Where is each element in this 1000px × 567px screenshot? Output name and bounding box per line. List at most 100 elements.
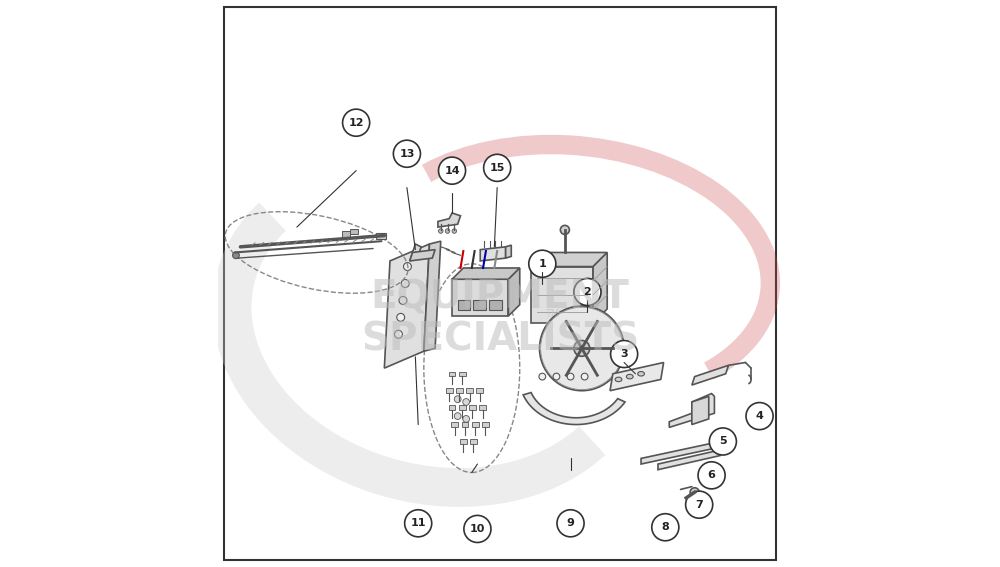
- Polygon shape: [456, 388, 463, 393]
- Polygon shape: [658, 450, 720, 469]
- Text: SPECIALISTS: SPECIALISTS: [361, 321, 639, 359]
- Text: 8: 8: [661, 522, 669, 532]
- Circle shape: [529, 250, 556, 277]
- Polygon shape: [641, 442, 720, 464]
- Polygon shape: [410, 244, 421, 261]
- Bar: [473, 300, 486, 310]
- Circle shape: [611, 341, 638, 367]
- Polygon shape: [449, 371, 455, 376]
- Polygon shape: [452, 268, 520, 280]
- Polygon shape: [692, 396, 709, 425]
- Circle shape: [581, 373, 588, 380]
- Circle shape: [464, 515, 491, 543]
- Circle shape: [557, 510, 584, 537]
- Text: 10: 10: [470, 524, 485, 534]
- Circle shape: [438, 229, 443, 233]
- Circle shape: [454, 413, 461, 420]
- Text: 5: 5: [719, 437, 727, 446]
- Polygon shape: [508, 268, 520, 316]
- Polygon shape: [482, 422, 489, 427]
- Bar: [342, 231, 350, 236]
- Circle shape: [567, 373, 574, 380]
- Polygon shape: [449, 405, 455, 410]
- Ellipse shape: [615, 377, 622, 382]
- Bar: [458, 300, 470, 310]
- Ellipse shape: [638, 371, 644, 376]
- Polygon shape: [531, 266, 593, 323]
- Bar: [489, 300, 502, 310]
- Circle shape: [401, 280, 409, 287]
- Text: 14: 14: [444, 166, 460, 176]
- Polygon shape: [472, 422, 479, 427]
- Circle shape: [574, 278, 601, 306]
- Polygon shape: [438, 213, 461, 227]
- Polygon shape: [593, 252, 607, 323]
- Text: 12: 12: [348, 118, 364, 128]
- Text: TM: TM: [545, 309, 560, 319]
- Text: 11: 11: [410, 518, 426, 528]
- Polygon shape: [451, 422, 458, 427]
- Polygon shape: [476, 388, 483, 393]
- Polygon shape: [462, 422, 468, 427]
- Circle shape: [709, 428, 736, 455]
- FancyBboxPatch shape: [224, 7, 776, 560]
- Polygon shape: [531, 252, 607, 266]
- Text: 9: 9: [567, 518, 574, 528]
- Polygon shape: [669, 393, 714, 428]
- Polygon shape: [446, 388, 453, 393]
- Polygon shape: [466, 388, 473, 393]
- Polygon shape: [452, 280, 508, 316]
- Text: 3: 3: [620, 349, 628, 359]
- Circle shape: [560, 226, 569, 234]
- Text: 2: 2: [584, 287, 591, 297]
- Circle shape: [463, 416, 470, 422]
- Circle shape: [438, 157, 466, 184]
- Bar: [376, 232, 386, 239]
- Circle shape: [233, 252, 239, 259]
- Circle shape: [399, 297, 407, 304]
- Circle shape: [394, 331, 402, 338]
- Circle shape: [452, 229, 457, 233]
- Circle shape: [397, 314, 405, 321]
- Circle shape: [746, 403, 773, 430]
- Circle shape: [539, 373, 546, 380]
- Circle shape: [686, 491, 713, 518]
- Polygon shape: [469, 405, 476, 410]
- Text: 13: 13: [399, 149, 415, 159]
- Text: 15: 15: [489, 163, 505, 173]
- Polygon shape: [506, 245, 511, 258]
- Circle shape: [690, 488, 699, 497]
- Circle shape: [404, 263, 411, 270]
- Polygon shape: [384, 244, 429, 368]
- Polygon shape: [692, 365, 729, 385]
- Ellipse shape: [626, 374, 633, 379]
- Polygon shape: [410, 249, 435, 261]
- Circle shape: [698, 462, 725, 489]
- Circle shape: [652, 514, 679, 541]
- Circle shape: [463, 399, 470, 405]
- Circle shape: [343, 109, 370, 136]
- Polygon shape: [480, 247, 506, 261]
- Polygon shape: [460, 439, 467, 444]
- Polygon shape: [523, 392, 625, 425]
- Polygon shape: [470, 439, 477, 444]
- Circle shape: [454, 396, 461, 403]
- Circle shape: [574, 341, 590, 356]
- Text: EQUIPMENT: EQUIPMENT: [371, 278, 629, 316]
- Polygon shape: [424, 241, 441, 351]
- Polygon shape: [459, 371, 466, 376]
- Polygon shape: [459, 405, 466, 410]
- Text: 6: 6: [708, 471, 716, 480]
- Polygon shape: [610, 362, 664, 391]
- Circle shape: [539, 306, 624, 391]
- Circle shape: [445, 229, 450, 233]
- Polygon shape: [479, 405, 486, 410]
- Circle shape: [405, 510, 432, 537]
- Circle shape: [553, 373, 560, 380]
- Circle shape: [484, 154, 511, 181]
- Text: 7: 7: [695, 500, 703, 510]
- Circle shape: [393, 140, 420, 167]
- Text: 4: 4: [756, 411, 763, 421]
- Bar: [350, 229, 358, 234]
- Text: 1: 1: [538, 259, 546, 269]
